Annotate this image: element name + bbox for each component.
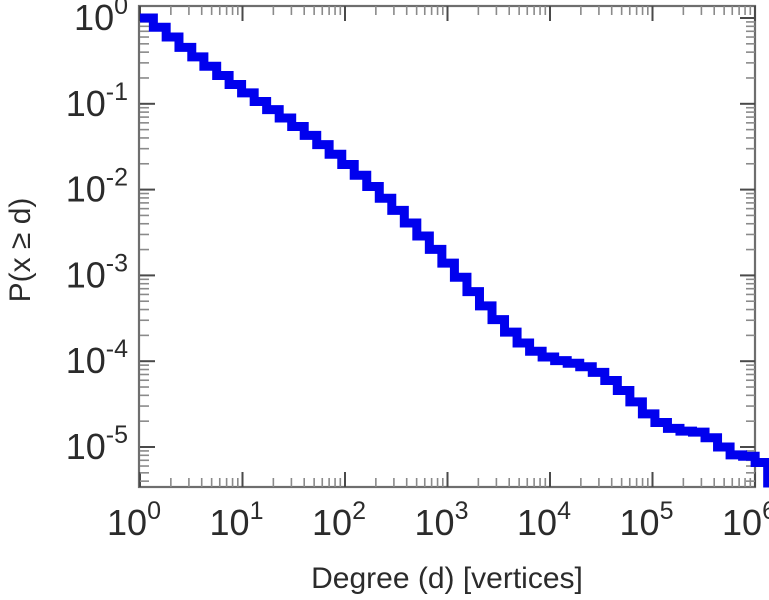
data-series-group bbox=[140, 13, 769, 488]
x-tick-label: 100 bbox=[107, 497, 161, 543]
y-tick-label: 10-1 bbox=[66, 78, 128, 124]
x-tick-label: 104 bbox=[517, 497, 571, 543]
ccdf-curve bbox=[140, 13, 769, 488]
y-tick-label: 10-2 bbox=[66, 164, 128, 210]
y-tick-label: 10-4 bbox=[66, 335, 128, 381]
x-tick-label: 106 bbox=[722, 497, 769, 543]
x-tick-label: 103 bbox=[415, 497, 469, 543]
y-tick-label: 10-3 bbox=[66, 249, 128, 295]
x-axis-tick-labels: 100 101 102 103 104 105 106 bbox=[107, 497, 769, 543]
y-tick-label: 10-5 bbox=[66, 421, 128, 467]
axis-ticks bbox=[139, 6, 756, 487]
y-axis-tick-labels: 100 10-1 10-2 10-3 10-4 10-5 bbox=[66, 0, 128, 467]
x-tick-label: 101 bbox=[210, 497, 264, 543]
x-axis-title: Degree (d) [vertices] bbox=[311, 562, 583, 595]
y-axis-title: P(x ≥ d) bbox=[4, 198, 37, 303]
x-tick-label: 102 bbox=[312, 497, 366, 543]
y-tick-label: 100 bbox=[74, 0, 128, 38]
x-tick-label: 105 bbox=[620, 497, 674, 543]
